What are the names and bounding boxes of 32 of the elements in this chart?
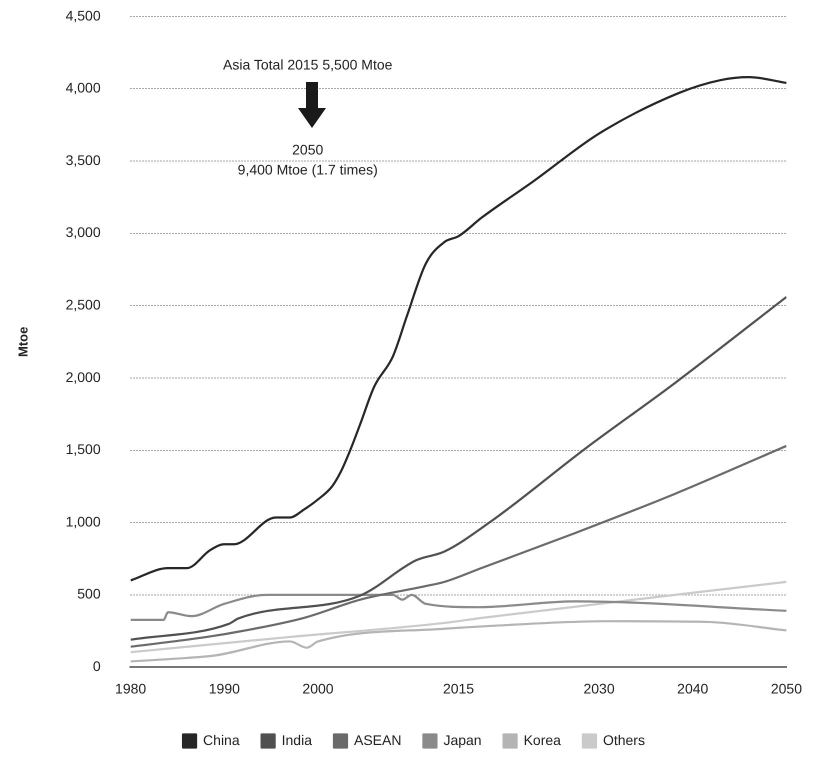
y-axis-title: Mtoe	[15, 326, 30, 357]
line-series	[130, 76, 786, 582]
legend-label: Japan	[443, 732, 482, 748]
y-tick-label: 4,000	[66, 80, 101, 96]
y-tick-label: 4,500	[66, 7, 101, 24]
x-tick-label: 2040	[677, 680, 709, 696]
legend-label: Others	[602, 732, 645, 748]
x-tick-label: 2030	[583, 680, 615, 696]
x-tick-label: 1990	[208, 680, 240, 696]
legend-label: India	[282, 732, 312, 748]
line-series	[130, 444, 786, 648]
legend-label: Korea	[524, 732, 562, 748]
y-tick-label: 2,000	[66, 368, 101, 385]
y-tick-label: 3,000	[66, 224, 101, 240]
line-series	[130, 620, 786, 663]
x-tick-label: 2000	[302, 680, 334, 696]
line-series	[130, 296, 786, 641]
annotation: 2050 9,400 Mtoe (1.7 times)	[238, 141, 378, 178]
legend-label: ASEAN	[354, 732, 402, 748]
legend-label: China	[203, 732, 240, 748]
x-tick-label: 2015	[442, 680, 474, 696]
y-tick-label: 500	[77, 586, 101, 602]
y-tick-label: 1,500	[66, 441, 101, 458]
line-series	[130, 594, 786, 622]
y-tick-label: 3,500	[66, 152, 101, 168]
y-tick-label: 2,500	[66, 296, 101, 313]
x-tick-label: 1980	[115, 680, 146, 696]
y-tick-label: 0	[92, 658, 101, 674]
x-tick-label: 2050	[770, 680, 802, 696]
y-tick-label: 1,000	[66, 513, 101, 530]
line-series	[130, 580, 786, 654]
annotation: Asia Total 2015 5,500 Mtoe	[222, 56, 393, 72]
